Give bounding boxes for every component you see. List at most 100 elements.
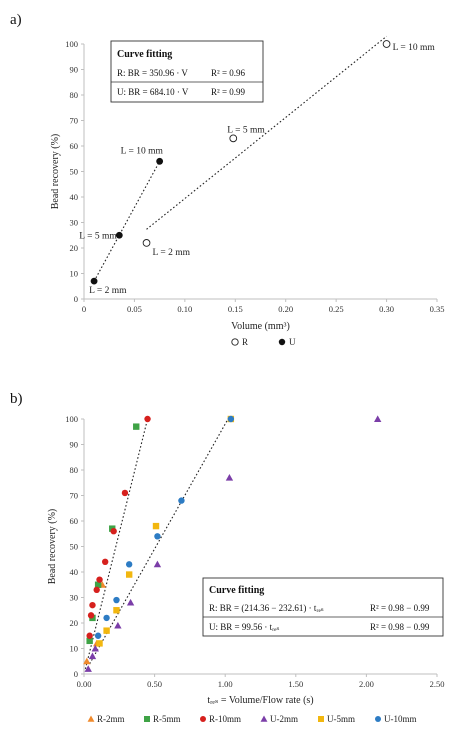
panel-b-point-u-10mm (125, 561, 133, 568)
panel-b-x-tick-label: 0.50 (147, 679, 162, 689)
panel-b-legend-marker-r-5mm (144, 716, 150, 722)
panel-b-x-tick-label: 0.00 (77, 679, 92, 689)
panel-b-y-tick-label: 90 (70, 440, 79, 450)
panel-b-point-u-10mm (178, 497, 185, 504)
panel-b-fit-eq-u: U: BR = 99.56 · tᵣₑₛ (209, 622, 279, 632)
panel-b-point-u-10mm (154, 533, 161, 540)
panel-a-x-tick-label: 0.20 (278, 304, 293, 314)
panel-b-point-u-5mm (96, 640, 103, 647)
panel-b-point-u-2mm (91, 644, 99, 652)
panel-b-fit-eq-r: R: BR = (214.36 − 232.61) · tᵣₑₛ (209, 603, 324, 613)
panel-b-point-u-5mm (152, 522, 160, 530)
panel-b-x-tick-label: 1.50 (288, 679, 303, 689)
panel-b-legend-marker-u-5mm (318, 716, 324, 722)
panel-a-y-tick-label: 60 (70, 141, 79, 151)
panel-b-fit-box: Curve fitting R: BR = (214.36 − 232.61) … (202, 577, 444, 637)
panel-b-x-tick-label: 1.00 (218, 679, 233, 689)
panel-a-y-axis-title: Bead recovery (%) (50, 134, 61, 210)
panel-b-y-tick-label: 80 (70, 465, 79, 475)
panel-a-y-tick-label: 90 (70, 65, 79, 75)
panel-b-y-axis-title: Bead recovery (%) (47, 509, 58, 585)
panel-b-point-u-2mm (153, 560, 162, 568)
panel-b-legend-label-r10: R-10mm (209, 714, 241, 724)
panel-b-legend-label-u2: U-2mm (270, 714, 298, 724)
panel-a-y-tick-label: 30 (70, 218, 79, 228)
panel-b: b) 0 10 20 30 40 50 60 70 80 90 100 0.00 0.50 1.00 1.5… (10, 391, 444, 724)
panel-b-letter: b) (10, 391, 23, 407)
panel-b-legend: R-2mm R-5mm R-10mm U-2mm U-5mm U-10mm (87, 714, 417, 724)
panel-a-y-tick-label: 10 (70, 269, 79, 279)
panel-a-point-u (115, 231, 123, 239)
panel-a-point-label: L = 2 mm (153, 248, 191, 258)
panel-b-fit-line-r (84, 418, 149, 670)
panel-b-point-r-10mm (96, 576, 103, 583)
panel-b-y-tick-label: 0 (74, 669, 78, 679)
panel-a-x-axis-title: Volume (mm³) (231, 321, 290, 332)
panel-b-legend-label-u5: U-5mm (327, 714, 355, 724)
panel-a-y-tick-label: 40 (70, 192, 79, 202)
panel-b-y-tick-label: 40 (70, 567, 79, 577)
panel-b-point-u-10mm (94, 632, 102, 639)
panel-a-point-label: L = 2 mm (89, 286, 127, 296)
panel-b-point-r-10mm (86, 632, 93, 639)
panel-b-point-r-5mm (86, 637, 93, 645)
panel-a-x-tick-label: 0.15 (228, 304, 243, 314)
panel-a-y-tick-label: 80 (70, 90, 79, 100)
panel-b-legend-marker-r-10mm (200, 716, 206, 722)
panel-a-legend-marker-r (231, 338, 239, 346)
panel-a-legend-label-u: U (289, 337, 296, 347)
panel-a-point-u (156, 157, 164, 165)
panel-b-legend-label-r5: R-5mm (153, 714, 181, 724)
panel-b-legend-marker-r-2mm (87, 715, 95, 722)
panel-a-x-tick-label: 0.30 (379, 304, 394, 314)
panel-b-fit-box-frame (202, 577, 444, 637)
panel-a-y-tick-label: 20 (70, 243, 79, 253)
panel-b-point-r-10mm (121, 489, 129, 497)
panel-a-point-r (142, 239, 151, 247)
panel-a-point-label: L = 5 mm (227, 125, 265, 135)
panel-b-axes: 0 10 20 30 40 50 60 70 80 90 100 0.00 0.50 1.00 1.50 2.… (65, 414, 444, 689)
panel-b-y-tick-label: 20 (70, 618, 79, 628)
panel-b-y-tick-label: 100 (65, 414, 78, 424)
panel-a-x-tick-label: 0 (82, 304, 86, 314)
panel-a-x-tick-label: 0.10 (177, 304, 192, 314)
panel-a-fit-r2-r: R² = 0.96 (211, 68, 246, 78)
panel-a-fit-title: Curve fitting (117, 49, 172, 60)
panel-b-point-r-10mm (87, 612, 95, 619)
panel-b-point-r-10mm (110, 528, 117, 535)
panel-a: a) 0 10 20 30 40 50 60 70 80 90 100 0 0.05 0.10 0.15 0.… (10, 12, 444, 347)
panel-a-point-u (90, 277, 98, 285)
panel-b-point-u-2mm (84, 665, 92, 672)
panel-b-y-tick-label: 10 (70, 644, 79, 654)
panel-a-axes: 0 10 20 30 40 50 60 70 80 90 100 0 0.05 0.10 0.15 0.20 0… (65, 39, 444, 314)
panel-b-point-u-2mm (374, 415, 382, 422)
panel-b-legend-marker-u-2mm (260, 715, 268, 722)
panel-b-point-u-10mm (113, 596, 120, 604)
panel-b-point-u-10mm (227, 415, 235, 423)
panel-b-x-axis-title: tᵣₑₛ = Volume/Flow rate (s) (207, 695, 313, 706)
panel-b-point-u-5mm (125, 571, 133, 578)
panel-a-fit-box: Curve fitting R: BR = 350.96 · V R² = 0.… (110, 40, 264, 103)
panel-b-point-r-5mm (133, 423, 140, 430)
panel-b-y-tick-label: 30 (70, 593, 79, 603)
panel-b-point-u-5mm (103, 627, 110, 634)
panel-b-point-u-5mm (113, 607, 120, 614)
panel-b-point-u-2mm (88, 652, 97, 660)
panel-a-point-label: L = 10 mm (121, 146, 164, 156)
panel-b-fit-title: Curve fitting (209, 585, 264, 596)
panel-b-legend-marker-u-10mm (375, 716, 381, 722)
panel-a-y-tick-label: 70 (70, 116, 79, 126)
panel-b-fit-r2-r: R² = 0.98 − 0.99 (370, 603, 430, 613)
panel-b-x-tick-label: 2.50 (430, 679, 445, 689)
panel-a-legend: R U (231, 337, 296, 347)
panel-b-y-tick-label: 50 (70, 542, 79, 552)
panel-b-point-r-5mm (94, 581, 102, 588)
panel-b-point-r-10mm (101, 558, 109, 565)
panel-b-y-tick-label: 70 (70, 491, 79, 501)
panel-a-x-tick-label: 0.05 (127, 304, 142, 314)
panel-a-fit-eq-u: U: BR = 684.10 · V (117, 87, 189, 97)
panel-a-legend-label-r: R (242, 337, 248, 347)
panel-b-point-u-2mm (114, 621, 122, 629)
panel-a-x-tick-label: 0.35 (430, 304, 445, 314)
